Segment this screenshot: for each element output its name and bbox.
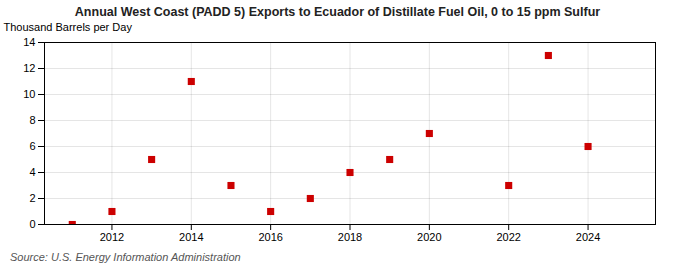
svg-text:12: 12 xyxy=(23,62,35,74)
svg-text:2014: 2014 xyxy=(179,231,203,243)
svg-text:2: 2 xyxy=(29,192,35,204)
svg-text:10: 10 xyxy=(23,88,35,100)
html-text:Source: U.S. Energy Informatio: Source: U.S. Energy Information Administ… xyxy=(10,251,241,263)
svg-text:0: 0 xyxy=(29,218,35,230)
svg-text:4: 4 xyxy=(29,166,35,178)
html-text:Annual West Coast (PADD 5) Exp: Annual West Coast (PADD 5) Exports to Ec… xyxy=(74,5,601,19)
svg-text:6: 6 xyxy=(29,140,35,152)
svg-text:8: 8 xyxy=(29,114,35,126)
svg-text:2022: 2022 xyxy=(496,231,520,243)
svg-text:2020: 2020 xyxy=(417,231,441,243)
svg-text:2016: 2016 xyxy=(258,231,282,243)
svg-text:2018: 2018 xyxy=(338,231,362,243)
svg-text:2024: 2024 xyxy=(576,231,600,243)
svg-text:14: 14 xyxy=(23,36,35,48)
svg-text:Thousand Barrels per Day: Thousand Barrels per Day xyxy=(4,21,133,33)
svg-text:2012: 2012 xyxy=(100,231,124,243)
